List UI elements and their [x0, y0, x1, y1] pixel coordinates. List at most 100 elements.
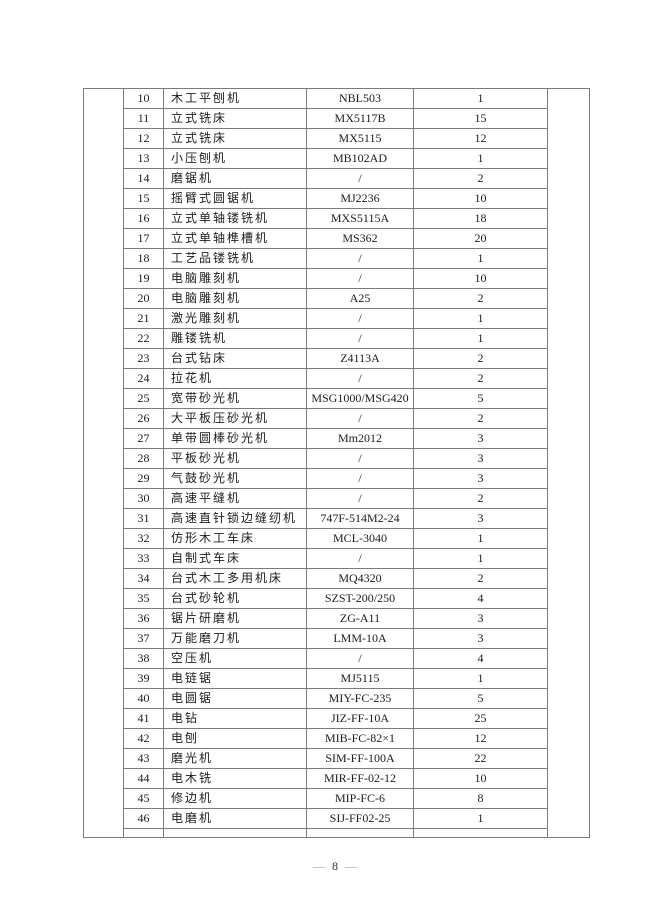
table-row: 44 电木铣 MIR-FF-02-12 10 [124, 769, 548, 789]
cell-equipment-name: 立式单轴镂铣机 [164, 209, 307, 228]
table-main-section: 10 木工平刨机 NBL503 1 11 立式铣床 MX5117B 15 12 [124, 89, 548, 837]
cell-model: / [307, 249, 414, 268]
cell-equipment-name: 电脑雕刻机 [164, 269, 307, 288]
cell-serial-number: 45 [124, 789, 164, 808]
cell-serial-number: 18 [124, 249, 164, 268]
footer-dash-left: — [313, 859, 325, 873]
cell-equipment-name: 小压刨机 [164, 149, 307, 168]
cell-model: / [307, 489, 414, 508]
cell-serial-number: 32 [124, 529, 164, 548]
cell-model: MIB-FC-82×1 [307, 729, 414, 748]
table-row: 16 立式单轴镂铣机 MXS5115A 18 [124, 209, 548, 229]
cell-equipment-name: 立式铣床 [164, 129, 307, 148]
footer-dash-right: — [345, 859, 357, 873]
table-row: 29 气鼓砂光机 / 3 [124, 469, 548, 489]
table-row: 31 高速直针锁边缝纫机 747F-514M2-24 3 [124, 509, 548, 529]
cell-serial-number: 28 [124, 449, 164, 468]
cell-serial-number: 16 [124, 209, 164, 228]
table-row: 15 摇臂式圆锯机 MJ2236 10 [124, 189, 548, 209]
cell-serial-number: 34 [124, 569, 164, 588]
cell-quantity: 3 [414, 609, 548, 628]
cell-equipment-name: 磨光机 [164, 749, 307, 768]
cell-quantity: 5 [414, 689, 548, 708]
cell-quantity: 3 [414, 469, 548, 488]
cell-serial-number: 29 [124, 469, 164, 488]
table-row: 14 磨锯机 / 2 [124, 169, 548, 189]
table-row: 18 工艺品镂铣机 / 1 [124, 249, 548, 269]
cell-equipment-name: 电脑雕刻机 [164, 289, 307, 308]
cell-serial-number: 33 [124, 549, 164, 568]
cell-serial-number: 43 [124, 749, 164, 768]
table-row: 26 大平板压砂光机 / 2 [124, 409, 548, 429]
cell-quantity: 2 [414, 349, 548, 368]
cell-model: NBL503 [307, 89, 414, 108]
cell-equipment-name: 立式单轴榫槽机 [164, 229, 307, 248]
cell-quantity: 2 [414, 569, 548, 588]
cell-model: MIY-FC-235 [307, 689, 414, 708]
cell-quantity: 5 [414, 389, 548, 408]
cell-quantity: 12 [414, 129, 548, 148]
cell-model: MIR-FF-02-12 [307, 769, 414, 788]
table-row: 12 立式铣床 MX5115 12 [124, 129, 548, 149]
cell-quantity: 2 [414, 289, 548, 308]
cell-equipment-name: 电圆锯 [164, 689, 307, 708]
table-row: 39 电链锯 MJ5115 1 [124, 669, 548, 689]
table-row: 24 拉花机 / 2 [124, 369, 548, 389]
cell-serial-number: 11 [124, 109, 164, 128]
cell-quantity: 3 [414, 449, 548, 468]
cell-serial-number: 25 [124, 389, 164, 408]
cell-serial-number: 19 [124, 269, 164, 288]
table-row: 17 立式单轴榫槽机 MS362 20 [124, 229, 548, 249]
table-row: 30 高速平缝机 / 2 [124, 489, 548, 509]
cell-serial-number: 26 [124, 409, 164, 428]
cell-model: / [307, 169, 414, 188]
cell-equipment-name: 单带圆棒砂光机 [164, 429, 307, 448]
cell-quantity: 1 [414, 149, 548, 168]
cell-serial-number: 15 [124, 189, 164, 208]
cell-model: / [307, 449, 414, 468]
table-row: 20 电脑雕刻机 A25 2 [124, 289, 548, 309]
cell-model: / [307, 309, 414, 328]
cell-quantity: 2 [414, 409, 548, 428]
cell-model: / [307, 409, 414, 428]
cell-model: / [307, 369, 414, 388]
cell-model: Z4113A [307, 349, 414, 368]
cell-quantity: 2 [414, 169, 548, 188]
cell-equipment-name: 高速平缝机 [164, 489, 307, 508]
equipment-table: 10 木工平刨机 NBL503 1 11 立式铣床 MX5117B 15 12 [83, 88, 590, 838]
cell-equipment-name: 电木铣 [164, 769, 307, 788]
cell-equipment-name: 仿形木工车床 [164, 529, 307, 548]
cell-serial-number: 41 [124, 709, 164, 728]
cell-serial-number: 39 [124, 669, 164, 688]
cell-quantity: 15 [414, 109, 548, 128]
cell-quantity: 3 [414, 429, 548, 448]
cell-quantity: 22 [414, 749, 548, 768]
cell-equipment-name: 台式砂轮机 [164, 589, 307, 608]
table-row: 38 空压机 / 4 [124, 649, 548, 669]
cell-equipment-name: 空压机 [164, 649, 307, 668]
cell-quantity: 10 [414, 189, 548, 208]
cell-model: JIZ-FF-10A [307, 709, 414, 728]
cell-model: MQ4320 [307, 569, 414, 588]
table-row: 37 万能磨刀机 LMM-10A 3 [124, 629, 548, 649]
cell-serial-number: 20 [124, 289, 164, 308]
cell-serial-number: 22 [124, 329, 164, 348]
cell-model: Mm2012 [307, 429, 414, 448]
cell-model: MIP-FC-6 [307, 789, 414, 808]
cell-model: MSG1000/MSG420 [307, 389, 414, 408]
cell-model: / [307, 329, 414, 348]
cell-serial-number: 46 [124, 809, 164, 828]
cell-serial-number: 27 [124, 429, 164, 448]
cell-serial-number: 24 [124, 369, 164, 388]
cell-model: / [307, 549, 414, 568]
table-row: 43 磨光机 SIM-FF-100A 22 [124, 749, 548, 769]
cell-quantity: 4 [414, 589, 548, 608]
cell-model: ZG-A11 [307, 609, 414, 628]
cell-equipment-name: 雕镂铣机 [164, 329, 307, 348]
page-footer: — 8 — [0, 859, 670, 874]
cell-equipment-name: 台式木工多用机床 [164, 569, 307, 588]
cell-serial-number: 23 [124, 349, 164, 368]
cell-model: SIM-FF-100A [307, 749, 414, 768]
cell-model: MX5117B [307, 109, 414, 128]
table-row: 10 木工平刨机 NBL503 1 [124, 89, 548, 109]
